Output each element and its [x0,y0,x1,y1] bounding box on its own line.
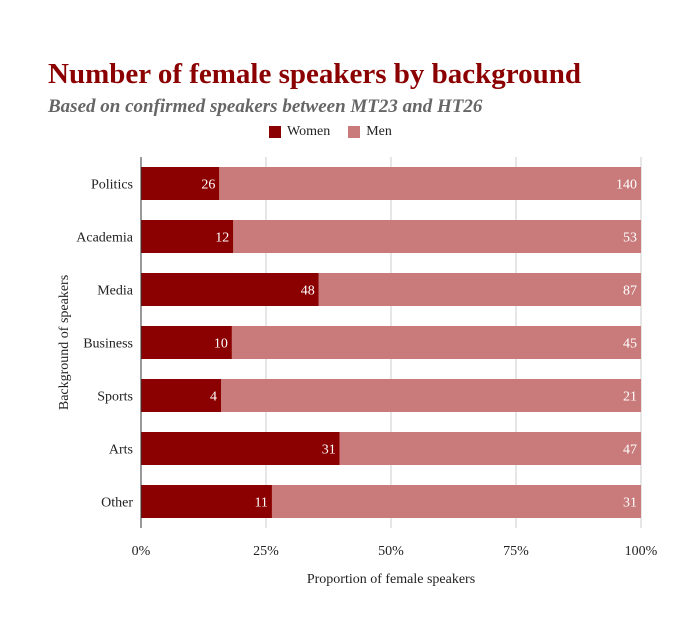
bar-women [141,273,319,306]
legend-swatch-women [269,126,281,138]
data-label: 4 [210,390,217,405]
bar-men [318,273,641,306]
data-label: 26 [201,178,215,193]
data-label: 87 [623,284,637,299]
category-label: Other [101,496,133,511]
bar-men [221,379,641,412]
bar-women [141,220,234,253]
data-label: 21 [623,390,637,405]
data-label: 48 [301,284,315,299]
bar-women [141,485,272,518]
data-label: 31 [322,443,336,458]
x-tick-label: 25% [253,544,279,559]
chart-subtitle: Based on confirmed speakers between MT23… [48,96,483,117]
category-label: Business [83,337,133,352]
x-tick-label: 75% [503,544,529,559]
legend-label-women: Women [287,124,331,139]
bar-women [141,432,340,465]
legend-swatch-men [348,126,361,138]
data-label: 45 [623,337,637,352]
bar-men [219,167,642,200]
category-label: Arts [109,443,133,458]
data-label: 12 [215,231,229,246]
data-label: 11 [254,496,267,511]
data-label: 47 [623,443,637,458]
data-label: 140 [616,178,637,193]
legend: Women Men [269,124,392,140]
bar-women [141,167,220,200]
bar-men [339,432,641,465]
legend-label-men: Men [366,124,392,139]
legend-item-women: Women [269,124,330,140]
category-label: Politics [91,178,133,193]
bar-men [271,485,641,518]
data-label: 10 [214,337,228,352]
bars-layer [141,167,642,518]
bar-women [141,379,221,412]
chart-title: Number of female speakers by background [48,58,582,90]
y-axis-title: Background of speakers [57,275,72,410]
legend-item-men: Men [348,124,392,140]
x-tick-label: 50% [378,544,404,559]
bar-men [233,220,642,253]
category-label: Media [97,284,134,299]
bar-women [141,326,232,359]
x-tick-label: 100% [625,544,658,559]
bar-men [231,326,641,359]
data-label: 31 [623,496,637,511]
category-label: Academia [76,231,134,246]
data-label: 53 [623,231,637,246]
category-label: Sports [97,390,133,405]
x-tick-label: 0% [132,544,151,559]
x-axis-title: Proportion of female speakers [307,572,475,587]
labels-layer: 0% 25% 50% 75% 100% 26 140 Politics 12 53 Academia… [76,178,657,560]
